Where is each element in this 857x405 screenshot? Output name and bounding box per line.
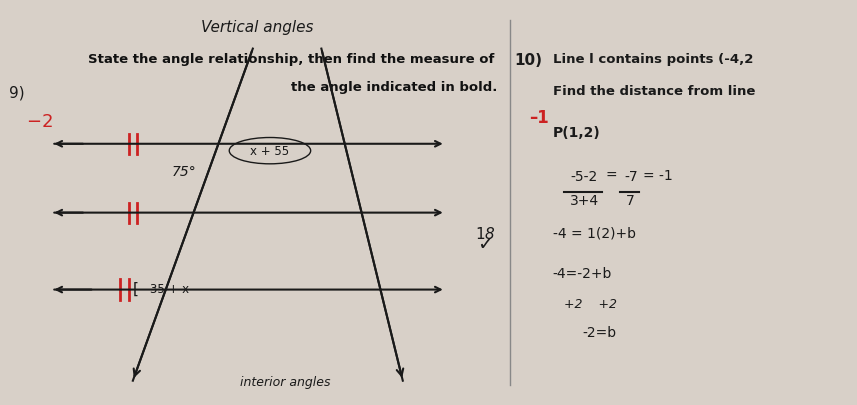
Text: x + 55: x + 55 [250, 145, 290, 158]
Text: 10): 10) [514, 53, 542, 68]
Text: -4 = 1(2)+b: -4 = 1(2)+b [553, 227, 636, 241]
Text: State the angle relationship, then find the measure of: State the angle relationship, then find … [88, 53, 494, 66]
Text: Line l contains points (-4,2: Line l contains points (-4,2 [553, 53, 753, 66]
Text: $-2$: $-2$ [26, 113, 52, 131]
Text: 7: 7 [626, 194, 634, 209]
Text: ✓: ✓ [477, 235, 494, 254]
Text: = -1: = -1 [643, 169, 673, 183]
Text: 3+4: 3+4 [570, 194, 599, 209]
Text: 8: 8 [484, 227, 494, 242]
Text: 75°: 75° [172, 165, 196, 179]
Text: 35 + x: 35 + x [150, 283, 189, 296]
Text: interior angles: interior angles [240, 376, 331, 389]
Text: -2=b: -2=b [583, 326, 617, 340]
Text: +2    +2: +2 +2 [564, 298, 617, 311]
Text: –1: –1 [529, 109, 548, 127]
Text: P(1,2): P(1,2) [553, 126, 601, 140]
Text: [: [ [133, 282, 139, 297]
Text: Vertical angles: Vertical angles [201, 20, 314, 35]
Text: the angle indicated in bold.: the angle indicated in bold. [291, 81, 497, 94]
Text: Find the distance from line: Find the distance from line [553, 85, 755, 98]
Text: =: = [606, 169, 618, 183]
Text: 9): 9) [9, 85, 24, 100]
Text: -4=-2+b: -4=-2+b [553, 267, 612, 281]
Text: -7: -7 [624, 170, 638, 184]
Text: -5-2: -5-2 [570, 170, 597, 184]
Text: 1: 1 [476, 227, 485, 242]
